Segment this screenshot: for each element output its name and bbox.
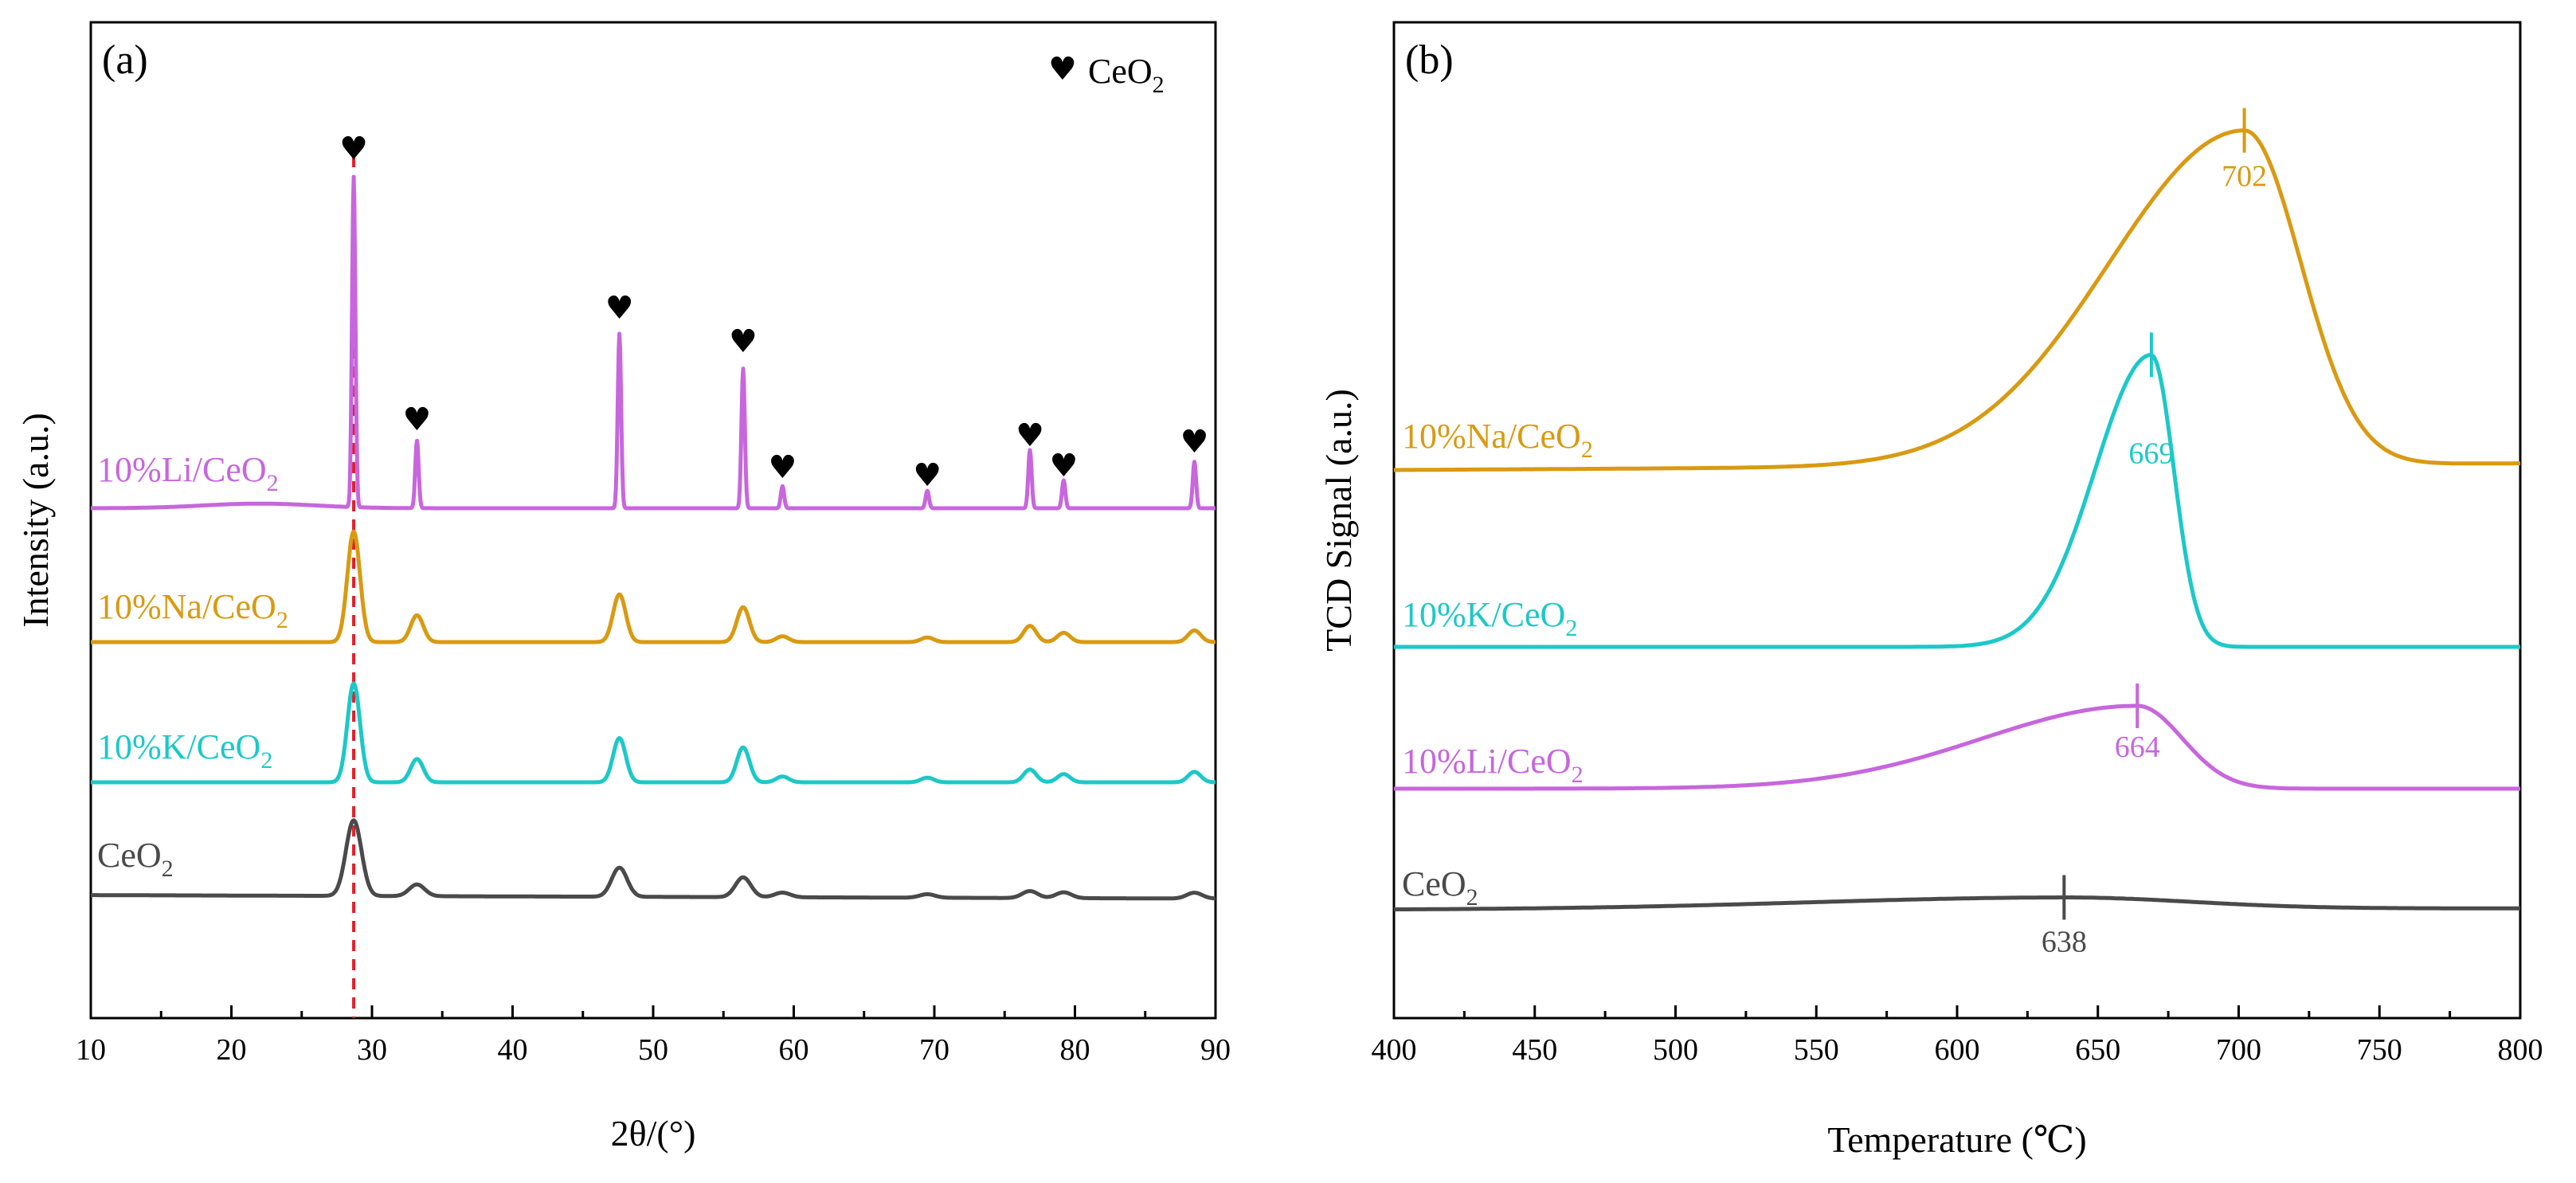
xrd-series-line — [89, 818, 1217, 901]
x-tick-label: 70 — [919, 1033, 949, 1067]
x-tick-label: 800 — [2498, 1033, 2543, 1067]
peak-heart-icon: ♥ — [1049, 448, 1078, 484]
panel-a-legend: ♥ CeO2 — [1048, 51, 1165, 98]
x-tick-label: 50 — [638, 1033, 668, 1067]
xrd-series-line — [89, 174, 1217, 511]
x-tick-label: 500 — [1653, 1033, 1698, 1067]
peak-heart-icon: ♥ — [339, 131, 368, 167]
x-tick-label: 60 — [779, 1033, 809, 1067]
panel-b-frame — [1392, 21, 2522, 1020]
panel-a-frame — [89, 21, 1217, 1020]
tpr-panel: (b) 702 669 664 638 10%Na/CeO2 10%K/CeO2 10%L… — [1318, 21, 2543, 1160]
xrd-series-label: 10%K/CeO2 — [97, 727, 272, 774]
panel-b-x-axis-title: Temperature (℃) — [1827, 1119, 2086, 1160]
panel-a-label: (a) — [102, 37, 148, 83]
tpr-series-label: 10%Na/CeO2 — [1402, 417, 1593, 463]
peak-temperature-label: 702 — [2222, 160, 2267, 194]
tpr-series-line — [1394, 128, 2520, 472]
tpr-series-line — [1394, 703, 2520, 791]
xrd-series-line — [89, 681, 1217, 785]
x-tick-label: 10 — [76, 1033, 106, 1067]
x-tick-label: 30 — [357, 1033, 387, 1067]
x-tick-label: 90 — [1200, 1033, 1231, 1067]
legend-label: CeO2 — [1088, 52, 1165, 98]
legend-heart-icon: ♥ — [1048, 51, 1077, 88]
x-tick-label: 600 — [1935, 1033, 1980, 1067]
tpr-series-label: 10%Li/CeO2 — [1402, 742, 1584, 788]
panel-a-x-axis-title: 2θ/(°) — [611, 1113, 696, 1154]
xrd-series-label: 10%Li/CeO2 — [97, 450, 279, 496]
x-tick-label: 40 — [498, 1033, 528, 1067]
tpr-series-label: 10%K/CeO2 — [1402, 595, 1577, 641]
peak-heart-icon: ♥ — [1016, 417, 1044, 454]
x-tick-label: 400 — [1372, 1033, 1417, 1067]
peak-heart-icon: ♥ — [403, 402, 432, 438]
x-tick-label: 80 — [1060, 1033, 1090, 1067]
peak-heart-icon: ♥ — [913, 457, 942, 494]
xrd-panel: (a) ♥ CeO2 ♥♥♥♥♥ ♥♥♥♥ 10%Li/CeO210%Na/CeO… — [15, 21, 1231, 1154]
peak-temperature-label: 638 — [2042, 926, 2087, 959]
x-tick-label: 450 — [1512, 1033, 1557, 1067]
xrd-series-label: CeO2 — [97, 836, 174, 882]
peak-heart-icon: ♥ — [1180, 424, 1209, 460]
panel-a-y-axis-title: Intensity (a.u.) — [15, 413, 56, 628]
tpr-series-line — [1393, 895, 2520, 912]
xrd-series-line — [89, 529, 1217, 644]
peak-heart-icon: ♥ — [768, 449, 797, 486]
tpr-series-label: CeO2 — [1402, 864, 1478, 911]
x-tick-label: 650 — [2075, 1033, 2120, 1067]
x-tick-label: 20 — [217, 1033, 247, 1067]
tpr-series-line — [1394, 352, 2520, 649]
x-tick-label: 550 — [1794, 1033, 1839, 1067]
panel-b-label: (b) — [1405, 37, 1454, 83]
x-tick-label: 750 — [2357, 1033, 2402, 1067]
peak-heart-icon: ♥ — [729, 323, 758, 360]
panel-b-y-axis-title: TCD Signal (a.u.) — [1318, 389, 1359, 652]
peak-heart-icon: ♥ — [605, 290, 634, 327]
x-tick-label: 700 — [2216, 1033, 2261, 1067]
peak-temperature-label: 664 — [2115, 731, 2160, 764]
peak-temperature-label: 669 — [2128, 437, 2174, 470]
xrd-series-label: 10%Na/CeO2 — [97, 587, 288, 633]
